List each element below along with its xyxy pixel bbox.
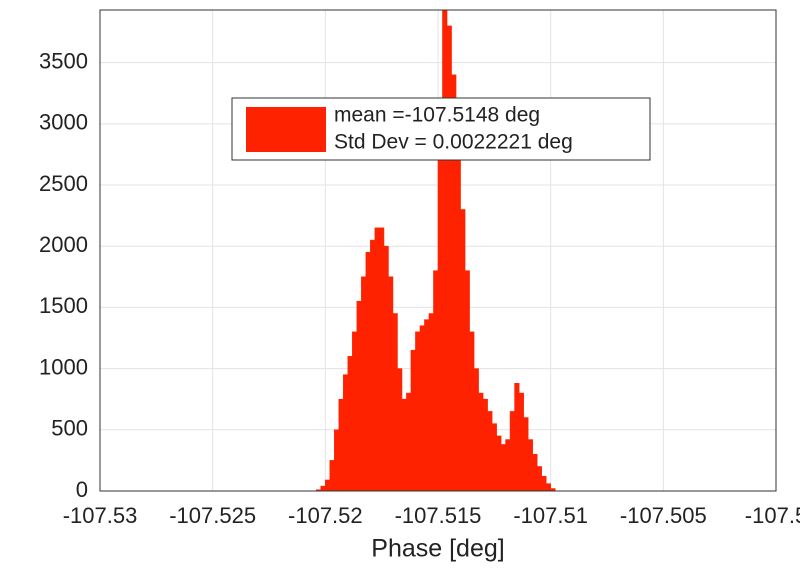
bar — [379, 227, 385, 491]
bar — [352, 331, 358, 491]
y-tick-label: 500 — [51, 416, 88, 441]
bar — [532, 453, 538, 491]
y-tick-label: 1500 — [39, 293, 88, 318]
x-tick-label: -107.51 — [513, 503, 588, 528]
bar — [361, 276, 367, 491]
bar — [473, 368, 479, 491]
bar — [523, 417, 529, 491]
legend-text: mean =-107.5148 deg — [334, 104, 540, 127]
bar — [374, 227, 380, 491]
bar — [482, 398, 488, 491]
x-tick-label: -107.53 — [63, 503, 138, 528]
bars — [316, 10, 556, 491]
y-tick-label: 2000 — [39, 232, 88, 257]
bar — [545, 483, 551, 491]
bar — [424, 319, 430, 491]
bar — [325, 479, 331, 491]
y-tick-label: 0 — [76, 477, 88, 502]
y-tick-label: 1000 — [39, 354, 88, 379]
bar — [356, 300, 362, 491]
bar — [415, 331, 421, 491]
y-tick-label: 3000 — [39, 110, 88, 135]
bar — [541, 476, 547, 491]
bar — [469, 331, 475, 491]
bar — [518, 392, 524, 491]
bar — [446, 25, 452, 491]
y-tick-label: 2500 — [39, 171, 88, 196]
plot-frame — [99, 9, 777, 492]
x-tick-label: -107.515 — [395, 503, 482, 528]
bar — [487, 411, 493, 491]
x-tick-label: -107.525 — [169, 503, 256, 528]
bar — [383, 245, 389, 491]
bar — [433, 270, 439, 491]
bar — [509, 411, 515, 491]
x-tick-label: -107.5 — [745, 503, 800, 528]
bar — [455, 148, 461, 491]
bar — [505, 439, 511, 491]
bar — [500, 444, 506, 491]
bar — [410, 349, 416, 491]
legend: mean =-107.5148 deg Std Dev = 0.0022221 … — [231, 97, 651, 161]
bar — [401, 398, 407, 491]
bar — [370, 239, 376, 491]
bar — [491, 423, 497, 491]
x-tick-label: -107.52 — [288, 503, 363, 528]
bar — [392, 313, 398, 491]
bar — [406, 392, 412, 491]
legend-text: Std Dev = 0.0022221 deg — [334, 131, 573, 154]
bar — [428, 313, 434, 491]
bar — [478, 392, 484, 491]
bar — [527, 439, 533, 491]
y-tick-label: 3500 — [39, 48, 88, 73]
bar — [334, 429, 340, 491]
bar — [442, 10, 448, 491]
bar — [388, 276, 394, 491]
bar — [514, 382, 520, 491]
bar — [460, 209, 466, 491]
bar — [343, 374, 349, 491]
x-tick-label: -107.505 — [620, 503, 707, 528]
bar — [338, 398, 344, 491]
bar — [347, 356, 353, 491]
legend-patch — [246, 107, 326, 152]
bar — [397, 368, 403, 491]
bar — [419, 325, 425, 491]
bar — [365, 252, 371, 491]
x-axis-label: Phase [deg] — [371, 535, 504, 563]
bar — [464, 270, 470, 491]
bar — [536, 466, 542, 491]
bar — [437, 123, 443, 491]
bar — [329, 460, 335, 491]
bar — [496, 435, 502, 491]
bar — [320, 485, 326, 491]
